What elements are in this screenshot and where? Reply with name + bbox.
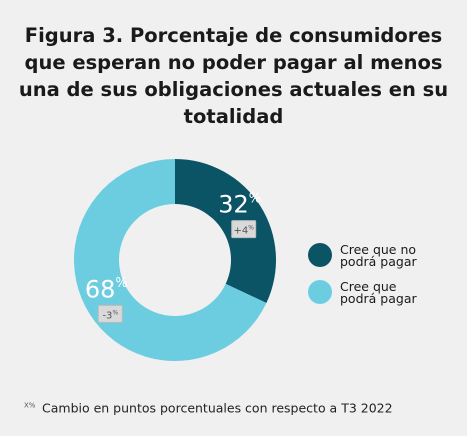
chart-title: Figura 3. Porcentaje de consumidores que… xyxy=(18,24,449,128)
footnote-marker: X% xyxy=(24,401,36,409)
change-box xyxy=(97,304,123,323)
value-label: 68% xyxy=(85,275,128,303)
footnote: Cambio en puntos porcentuales con respec… xyxy=(42,401,393,416)
legend-swatch xyxy=(308,280,332,304)
change-label: -3% xyxy=(102,309,118,322)
legend-label: Cree que no podrá pagar xyxy=(340,242,417,269)
change-label: +4% xyxy=(233,224,254,237)
change-box xyxy=(231,220,257,239)
legend-swatch xyxy=(308,243,332,267)
donut-segment xyxy=(175,159,276,304)
value-label: 32% xyxy=(218,191,261,219)
legend-label: Cree que podrá pagar xyxy=(340,279,417,306)
